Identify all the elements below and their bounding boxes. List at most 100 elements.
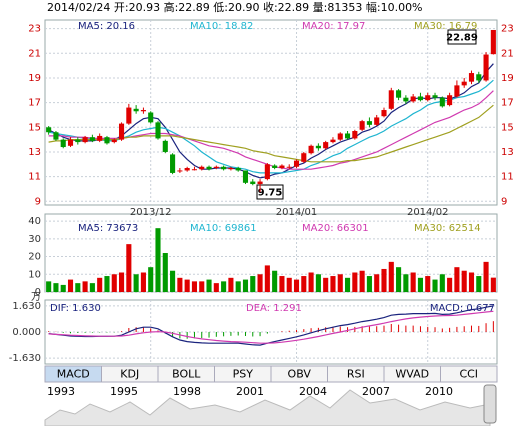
annotation: 9.75 <box>258 188 283 199</box>
volume-bar <box>410 272 416 292</box>
legend-label: MA20: 17.97 <box>302 21 365 32</box>
volume-bar <box>104 276 110 292</box>
x-tick-label: 2014/02 <box>407 207 449 218</box>
candle-body <box>279 165 285 168</box>
volume-bar <box>242 279 249 292</box>
scroll-handle[interactable] <box>483 384 497 424</box>
tab-label[interactable]: KDJ <box>120 368 139 381</box>
candle-body <box>235 168 241 171</box>
volume-bar <box>235 281 241 292</box>
annotation-min: 9.75 <box>256 184 284 200</box>
volume-bar <box>374 274 380 292</box>
candle-body <box>410 96 416 102</box>
volume-bar <box>264 265 270 292</box>
y-tick-label: 11 <box>28 172 41 183</box>
annotation: 22.89 <box>446 33 478 44</box>
volume-bar <box>177 277 183 292</box>
tab-label[interactable]: WVAD <box>395 368 429 381</box>
volume-bar <box>388 261 394 292</box>
candle-body <box>293 160 300 167</box>
volume-bar <box>315 274 321 292</box>
candle-body <box>308 145 314 154</box>
volume-bar <box>330 276 336 292</box>
candle-body <box>490 29 496 55</box>
candle-body <box>468 73 475 82</box>
volume-bar <box>213 283 219 292</box>
tab-label[interactable]: PSY <box>233 368 254 381</box>
volume-bar <box>396 267 402 292</box>
volume-bar <box>293 279 300 292</box>
y-tick-label: 19 <box>501 73 514 84</box>
x-tick-label: 2014/01 <box>276 207 318 218</box>
volume-bar <box>323 277 329 292</box>
volume-bar <box>228 277 234 292</box>
tab-label[interactable]: MACD <box>57 368 90 381</box>
volume-bar <box>468 272 475 292</box>
volume-bar <box>439 274 445 292</box>
volume-bar <box>454 267 460 292</box>
candle-body <box>330 139 336 143</box>
tab-label[interactable]: CCI <box>459 368 478 381</box>
y-tick-label: 10 <box>28 269 41 280</box>
timeline-label: 2010 <box>425 385 453 398</box>
candle-body <box>199 166 205 170</box>
tab-label[interactable]: RSI <box>347 368 365 381</box>
candle-body <box>315 145 321 149</box>
volume-bar <box>352 272 358 292</box>
candle-body <box>352 131 358 139</box>
ma-line <box>48 63 494 179</box>
y-tick-label: 13 <box>501 147 514 158</box>
tab-label[interactable]: OBV <box>288 368 312 381</box>
y-tick-label: 19 <box>28 73 41 84</box>
volume-bar <box>148 267 154 292</box>
macd-line <box>48 310 494 344</box>
volume-bar <box>184 279 190 292</box>
volume-bar <box>118 272 125 292</box>
volume-bar <box>257 274 263 292</box>
timeline-label: 1995 <box>110 385 138 398</box>
candle-body <box>454 85 460 97</box>
volume-bar <box>221 281 227 292</box>
volume-bar <box>403 274 409 292</box>
volume-bar <box>279 276 285 292</box>
volume-bar <box>53 283 59 292</box>
candle-body <box>67 139 74 146</box>
candle-body <box>170 154 176 173</box>
volume-bar <box>75 283 81 292</box>
timeline-label: 2001 <box>236 385 264 398</box>
candle-body <box>447 95 453 106</box>
timeline-label: 1993 <box>47 385 75 398</box>
y-tick-label: 21 <box>28 48 41 59</box>
y-tick-label: 15 <box>501 122 514 133</box>
y-tick-label: 1.630 <box>12 301 41 312</box>
x-tick-label: 2013/12 <box>130 207 172 218</box>
volume-bar <box>359 270 365 292</box>
volume-bar <box>170 270 176 292</box>
y-tick-label: 0 <box>35 287 41 298</box>
volume-bar <box>206 279 212 292</box>
candle-body <box>359 121 365 130</box>
volume-bar <box>476 276 482 292</box>
volume-bar <box>89 283 95 292</box>
volume-bar <box>133 274 139 292</box>
volume-bar <box>366 276 372 292</box>
timeline-overview <box>44 389 491 426</box>
tab-label[interactable]: BOLL <box>172 368 201 381</box>
candle-body <box>82 137 88 143</box>
candle-body <box>476 74 482 81</box>
tab[interactable] <box>440 365 498 383</box>
header: 2014/02/24 开:20.93 高:22.89 低:20.90 收:22.… <box>47 0 423 14</box>
volume-bar <box>301 276 307 292</box>
candle-body <box>403 97 409 102</box>
y-tick-label: 9 <box>35 196 41 207</box>
volume-bar <box>140 272 146 292</box>
legend-label: MA20: 66301 <box>302 223 369 234</box>
volume-bar <box>286 277 292 292</box>
candle-body <box>301 153 307 162</box>
candle-body <box>221 166 227 170</box>
candle-body <box>228 168 234 170</box>
volume-bar <box>155 228 161 292</box>
candle-body <box>396 90 402 98</box>
y-tick-label: 23 <box>28 24 41 35</box>
